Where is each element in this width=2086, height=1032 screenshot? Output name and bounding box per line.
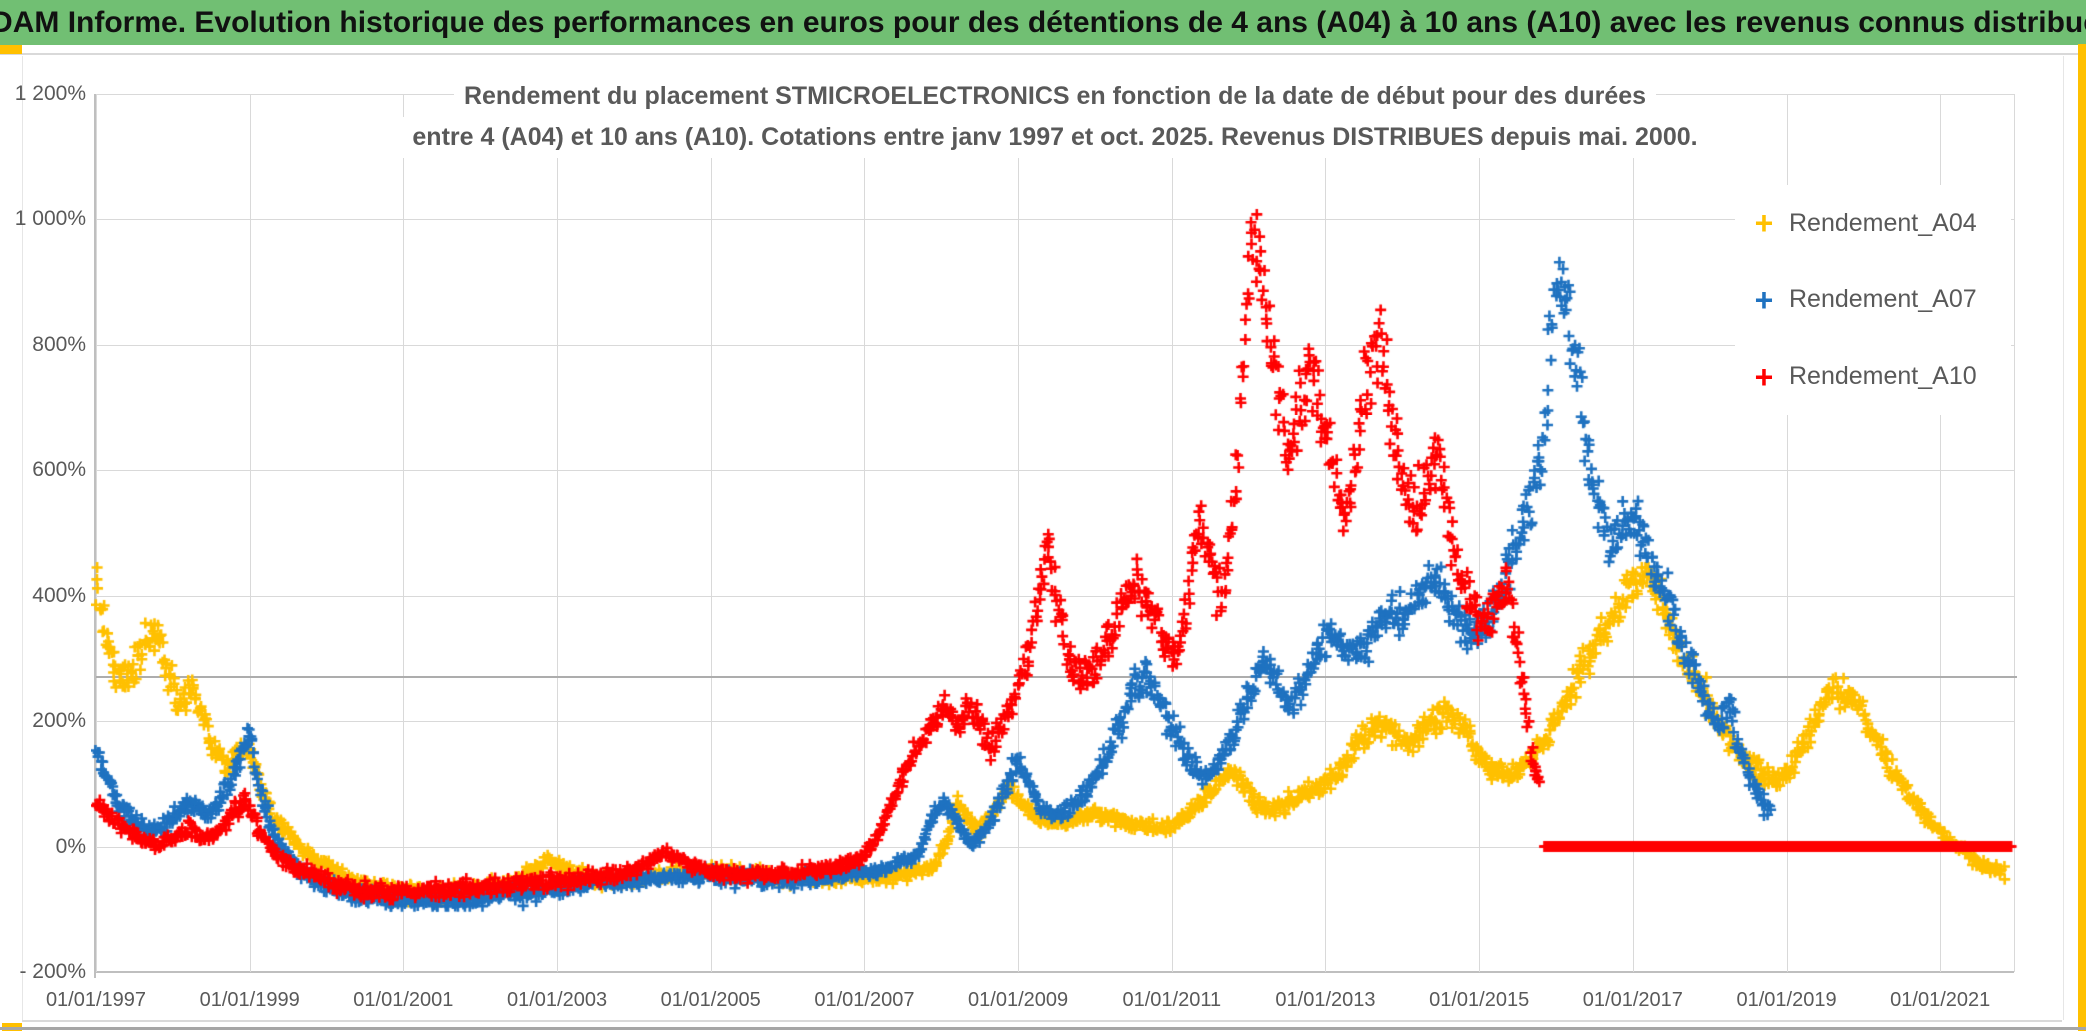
x-axis-tick-label: 01/01/2013 xyxy=(1275,989,1376,1011)
x-axis-tick-label: 01/01/2005 xyxy=(660,989,761,1011)
chart-title: Rendement du placement STMICROELECTRONIC… xyxy=(96,76,2014,158)
x-axis-tick-label: 01/01/2007 xyxy=(814,989,915,1011)
x-axis-tick-label: 01/01/2015 xyxy=(1429,989,1530,1011)
header-divider xyxy=(0,53,2086,55)
x-axis-tick-label: 01/01/2011 xyxy=(1122,989,1222,1011)
legend-item-a04[interactable]: + Rendement_A04 xyxy=(1735,205,2011,242)
chart-bottom-border xyxy=(22,1020,2062,1022)
legend-marker-a04-icon: + xyxy=(1754,205,1774,242)
legend-marker-a07-icon: + xyxy=(1754,281,1774,318)
y-axis-tick-label: 800% xyxy=(32,332,86,356)
plot-canvas[interactable] xyxy=(91,87,2019,979)
header-bar: ADAM Informe. Evolution historique des p… xyxy=(0,0,2086,45)
page-title: ADAM Informe. Evolution historique des p… xyxy=(0,5,2086,39)
x-axis-tick-label: 01/01/2003 xyxy=(506,989,608,1011)
y-axis-tick-label: 0% xyxy=(55,834,86,858)
y-axis-tick-label: 400% xyxy=(32,583,86,607)
x-axis-tick-label: 01/01/1999 xyxy=(199,989,300,1011)
y-axis-tick-label: 200% xyxy=(32,709,86,733)
y-axis-tick-label: 1 000% xyxy=(14,207,86,231)
x-axis-tick-label: 01/01/2019 xyxy=(1736,989,1837,1011)
legend-label-a07: Rendement_A07 xyxy=(1789,285,1977,314)
legend-item-a10[interactable]: + Rendement_A10 xyxy=(1735,358,2011,395)
x-axis-tick-label: 01/01/2009 xyxy=(968,989,1069,1011)
y-axis-tick-label: 1 200% xyxy=(14,82,86,105)
legend-label-a04: Rendement_A04 xyxy=(1789,208,1977,237)
x-axis-tick-label: 01/01/1997 xyxy=(45,989,147,1011)
bottom-window-edge xyxy=(0,1027,2086,1030)
y-axis-tick-label: 600% xyxy=(32,458,86,482)
legend-item-a07[interactable]: + Rendement_A07 xyxy=(1735,281,2011,318)
legend-marker-a10-icon: + xyxy=(1754,358,1774,395)
x-axis-tick-label: 01/01/2021 xyxy=(1890,989,1991,1011)
gold-accent-right-edge xyxy=(2078,44,2086,1031)
gold-accent-top-left xyxy=(0,45,22,54)
x-axis-tick-label: 01/01/2001 xyxy=(353,989,454,1011)
x-axis-tick-label: 01/01/2017 xyxy=(1582,989,1683,1011)
chart-title-line1: Rendement du placement STMICROELECTRONIC… xyxy=(453,76,1657,117)
chart-title-line2: entre 4 (A04) et 10 ans (A10). Cotations… xyxy=(402,117,1708,158)
y-axis-tick-label: - 200% xyxy=(19,960,86,983)
legend: + Rendement_A04 + Rendement_A07 + Rendem… xyxy=(1735,185,2011,415)
legend-label-a10: Rendement_A10 xyxy=(1789,362,1977,391)
